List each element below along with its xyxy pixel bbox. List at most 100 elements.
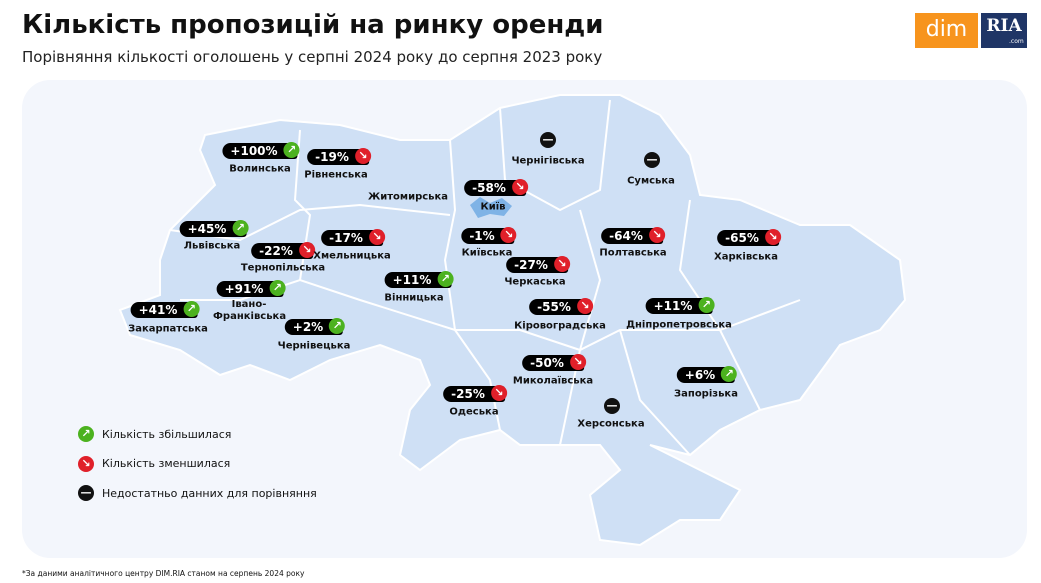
region-name: Тернопільська: [240, 262, 326, 274]
legend-label: Кількість зменшилася: [102, 457, 231, 470]
trend-icon: —: [644, 152, 660, 168]
change-badge: -19% ↘: [307, 148, 371, 165]
change-value: -1%: [469, 229, 495, 243]
region-name: Дніпропетровська: [626, 319, 732, 331]
region-name: Одеська: [449, 406, 499, 418]
trend-icon: —: [604, 398, 620, 414]
region-name: Чернівецька: [277, 340, 351, 352]
change-badge: +6% ↗: [676, 366, 738, 383]
region-name: Львівська: [183, 240, 241, 252]
change-badge: -65% ↘: [717, 229, 781, 246]
change-badge: +45% ↗: [179, 220, 249, 237]
change-value: -17%: [329, 231, 363, 245]
legend-item: ↗ Кількість збільшилася: [78, 426, 231, 442]
change-value: -64%: [609, 229, 643, 243]
change-badge: +41% ↗: [130, 301, 200, 318]
change-badge: -58% ↘: [464, 179, 528, 196]
legend-item: — Недостатньо данних для порівняння: [78, 485, 317, 501]
trend-icon: ↘: [490, 385, 507, 401]
change-badge: -50% ↘: [522, 354, 586, 371]
legend-label: Недостатньо данних для порівняння: [102, 486, 317, 500]
change-badge: -25% ↘: [443, 385, 507, 402]
region-name: Харківська: [714, 251, 778, 263]
change-badge: -1% ↘: [461, 227, 517, 244]
trend-icon: —: [540, 132, 556, 148]
change-badge: -22% ↘: [251, 242, 315, 259]
region-name: Київська: [461, 247, 513, 259]
trend-icon: ↗: [437, 271, 454, 287]
change-value: -19%: [315, 150, 349, 164]
subtitle: Порівняння кількості оголошень у серпні …: [22, 48, 603, 66]
change-value: -27%: [514, 258, 548, 272]
change-badge: -64% ↘: [601, 227, 665, 244]
region-name: Запорізька: [674, 388, 738, 400]
trend-icon: ↘: [648, 227, 665, 243]
change-value: +11%: [653, 299, 693, 313]
trend-icon: ↘: [354, 148, 371, 164]
region-name: Рівненська: [304, 169, 368, 181]
trend-icon: ↘: [569, 354, 586, 370]
logo-ria[interactable]: RIA: [981, 13, 1027, 48]
trend-icon: ↘: [298, 242, 315, 258]
trend-icon: ↗: [232, 220, 249, 236]
trend-icon: ↗: [269, 280, 286, 296]
change-value: +91%: [224, 282, 264, 296]
trend-icon: ↘: [511, 179, 528, 195]
change-badge: -17% ↘: [321, 229, 385, 246]
change-badge: +11% ↗: [645, 297, 715, 314]
change-value: -58%: [472, 181, 506, 195]
logo-dim[interactable]: dim: [915, 13, 978, 48]
logo-domain: .com: [1009, 38, 1024, 45]
trend-icon: ↗: [698, 297, 715, 313]
change-value: +45%: [187, 222, 227, 236]
region-name: Волинська: [229, 163, 291, 175]
trend-icon: ↘: [553, 256, 570, 272]
title: Кількість пропозицій на ринку оренди: [22, 10, 604, 40]
change-badge: -27% ↘: [506, 256, 570, 273]
trend-icon: ↘: [500, 227, 517, 243]
kyiv-city: [470, 197, 512, 218]
legend-item: ↘ Кількість зменшилася: [78, 455, 231, 472]
change-value: +6%: [684, 368, 716, 382]
change-value: -22%: [259, 244, 293, 258]
footnote: *За даними аналітичного центру DIM.RIA с…: [22, 569, 305, 578]
trend-icon: —: [78, 485, 94, 501]
trend-icon: ↘: [576, 298, 593, 314]
region-name: Черкаська: [504, 276, 566, 288]
change-value: -65%: [725, 231, 759, 245]
change-value: +100%: [230, 144, 278, 158]
trend-icon: ↗: [329, 318, 346, 334]
change-value: +11%: [392, 273, 432, 287]
region-name: Кіровоградська: [514, 320, 606, 332]
change-badge: +11% ↗: [384, 271, 454, 288]
region-name: Хмельницька: [313, 250, 391, 262]
trend-icon: ↗: [721, 366, 738, 382]
trend-icon: ↗: [283, 142, 300, 158]
region-name: Сумська: [627, 175, 675, 187]
region-name: Закарпатська: [128, 323, 208, 335]
region-name: Херсонська: [577, 418, 645, 430]
change-value: +2%: [292, 320, 324, 334]
region-name: Київ: [480, 201, 506, 213]
trend-icon: ↗: [183, 301, 200, 317]
change-badge: +100% ↗: [222, 142, 300, 159]
trend-icon: ↘: [764, 229, 781, 245]
region-name: Івано-Франківська: [213, 299, 287, 322]
region-name: Житомирська: [367, 191, 449, 203]
legend-label: Кількість збільшилася: [102, 427, 232, 441]
change-badge: +2% ↗: [284, 318, 346, 335]
region-name: Полтавська: [599, 247, 667, 259]
change-value: -25%: [451, 387, 485, 401]
change-badge: -55% ↘: [529, 298, 593, 315]
change-value: -50%: [530, 356, 564, 370]
region-name: Чернігівська: [511, 155, 585, 167]
trend-icon: ↘: [78, 455, 94, 472]
region-name: Миколаївська: [512, 375, 594, 387]
trend-icon: ↘: [368, 229, 385, 245]
change-value: -55%: [537, 300, 571, 314]
country-shape: [118, 94, 907, 547]
trend-icon: ↗: [78, 426, 94, 442]
change-badge: +91% ↗: [216, 280, 286, 297]
